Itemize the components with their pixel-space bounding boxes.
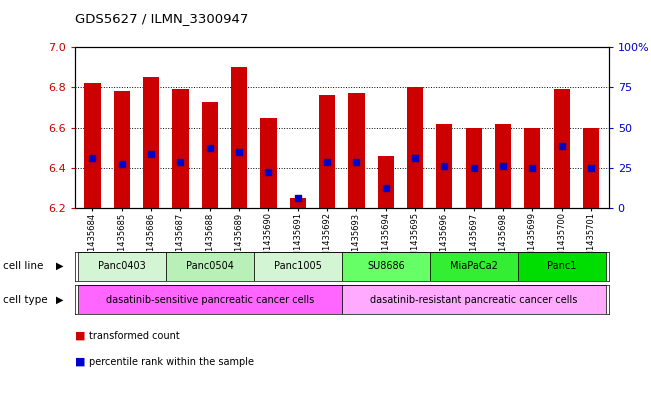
- Point: [410, 155, 421, 161]
- Text: GDS5627 / ILMN_3300947: GDS5627 / ILMN_3300947: [75, 12, 248, 25]
- Bar: [173, 90, 189, 208]
- Point: [557, 143, 567, 149]
- Text: Panc0403: Panc0403: [98, 261, 146, 271]
- Point: [263, 169, 273, 175]
- Bar: [430, 252, 518, 281]
- Text: dasatinib-sensitive pancreatic cancer cells: dasatinib-sensitive pancreatic cancer ce…: [105, 295, 314, 305]
- Bar: [114, 92, 130, 208]
- Bar: [166, 252, 254, 281]
- Text: ■: ■: [75, 356, 85, 367]
- Point: [439, 163, 450, 169]
- Text: percentile rank within the sample: percentile rank within the sample: [89, 356, 254, 367]
- Point: [322, 159, 332, 165]
- Point: [146, 151, 156, 157]
- Text: Panc1: Panc1: [547, 261, 576, 271]
- Bar: [554, 90, 570, 208]
- Point: [527, 165, 538, 171]
- Point: [117, 161, 127, 167]
- Point: [175, 159, 186, 165]
- Bar: [378, 156, 394, 208]
- Bar: [348, 94, 365, 208]
- Text: Panc0504: Panc0504: [186, 261, 234, 271]
- Bar: [319, 95, 335, 208]
- Point: [204, 145, 215, 151]
- Point: [352, 159, 362, 165]
- Bar: [143, 77, 159, 208]
- Point: [586, 165, 596, 171]
- Bar: [78, 252, 166, 281]
- Bar: [436, 124, 452, 208]
- Bar: [260, 118, 277, 208]
- Text: ▶: ▶: [56, 295, 64, 305]
- Bar: [524, 128, 540, 208]
- Point: [469, 165, 479, 171]
- Text: MiaPaCa2: MiaPaCa2: [450, 261, 498, 271]
- Point: [234, 149, 244, 155]
- Text: ▶: ▶: [56, 261, 64, 271]
- Bar: [342, 252, 430, 281]
- Bar: [78, 285, 342, 314]
- Bar: [583, 128, 599, 208]
- Text: Panc1005: Panc1005: [274, 261, 322, 271]
- Text: cell line: cell line: [3, 261, 44, 271]
- Text: SU8686: SU8686: [367, 261, 405, 271]
- Bar: [254, 252, 342, 281]
- Point: [292, 195, 303, 201]
- Point: [381, 185, 391, 191]
- Bar: [231, 67, 247, 208]
- Bar: [518, 252, 605, 281]
- Bar: [407, 87, 423, 208]
- Bar: [465, 128, 482, 208]
- Text: dasatinib-resistant pancreatic cancer cells: dasatinib-resistant pancreatic cancer ce…: [370, 295, 577, 305]
- Bar: [342, 285, 605, 314]
- Text: transformed count: transformed count: [89, 331, 180, 341]
- Point: [498, 163, 508, 169]
- Bar: [495, 124, 511, 208]
- Text: ■: ■: [75, 331, 85, 341]
- Bar: [290, 198, 306, 208]
- Text: cell type: cell type: [3, 295, 48, 305]
- Bar: [202, 101, 218, 208]
- Point: [87, 155, 98, 161]
- Bar: [85, 83, 100, 208]
